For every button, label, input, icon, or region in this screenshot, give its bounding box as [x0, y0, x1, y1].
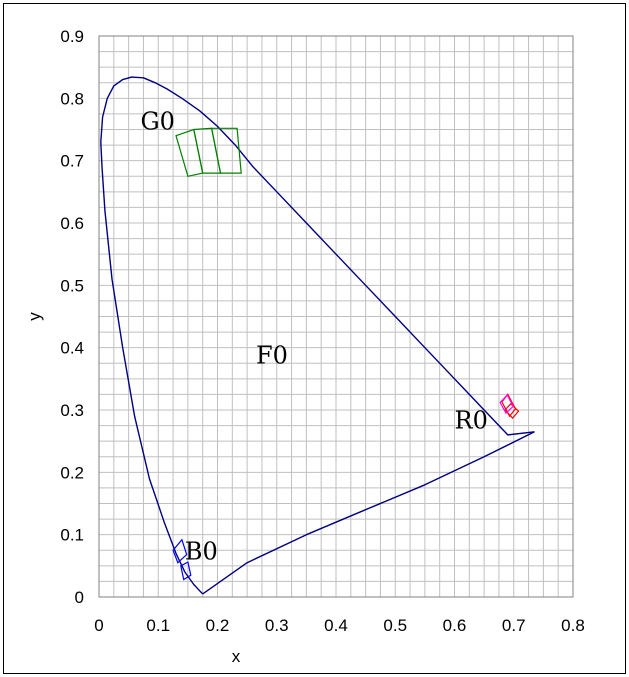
- y-tick-label: 0.2: [60, 463, 84, 482]
- y-tick-label: 0.3: [60, 401, 84, 420]
- purple-line-line: [202, 431, 535, 595]
- y-tick-label: 0.9: [60, 27, 84, 46]
- spectral-locus-line: [100, 76, 535, 595]
- y-tick-label: 0.1: [60, 526, 84, 545]
- x-tick-label: 0.5: [383, 616, 407, 635]
- y-tick-label: 0.6: [60, 214, 84, 233]
- chart-frame: [3, 3, 626, 674]
- region-r0-magenta-polygon: [499, 393, 514, 415]
- y-axis-title: y: [25, 312, 44, 321]
- annotations: G0 F0 R0 B0: [140, 108, 487, 566]
- x-tick-label: 0.3: [265, 616, 289, 635]
- x-tick-label: 0.6: [443, 616, 467, 635]
- y-tick-labels: 0 0.1 0.2 0.3 0.4 0.5 0.6 0.7 0.8 0.9: [60, 27, 84, 607]
- y-tick-label: 0.7: [60, 152, 84, 171]
- region-r0-polygon: [504, 402, 520, 419]
- y-tick-label: 0.5: [60, 276, 84, 295]
- y-tick-label: 0.8: [60, 89, 84, 108]
- x-tick-labels: 0 0.1 0.2 0.3 0.4 0.5 0.6 0.7 0.8: [94, 616, 585, 635]
- region-label-b0: B0: [185, 538, 218, 566]
- region-b0-polygon: [180, 561, 192, 581]
- region-label-r0: R0: [455, 407, 488, 435]
- x-tick-label: 0.7: [502, 616, 526, 635]
- y-tick-label: 0: [75, 588, 84, 607]
- x-tick-label: 0: [94, 616, 103, 635]
- region-label-g0: G0: [140, 108, 174, 136]
- x-tick-label: 0.1: [146, 616, 170, 635]
- region-label-f0: F0: [256, 341, 288, 369]
- x-tick-label: 0.2: [206, 616, 230, 635]
- region-b0-polygon: [172, 538, 188, 564]
- x-tick-label: 0.4: [324, 616, 348, 635]
- plot-area: [98, 35, 574, 598]
- region-layer: [172, 127, 520, 581]
- x-tick-label: 0.8: [561, 616, 585, 635]
- series-layer: [100, 76, 535, 595]
- x-axis-title: x: [232, 647, 241, 666]
- y-tick-label: 0.4: [60, 339, 84, 358]
- region-g0-polygon: [210, 127, 242, 174]
